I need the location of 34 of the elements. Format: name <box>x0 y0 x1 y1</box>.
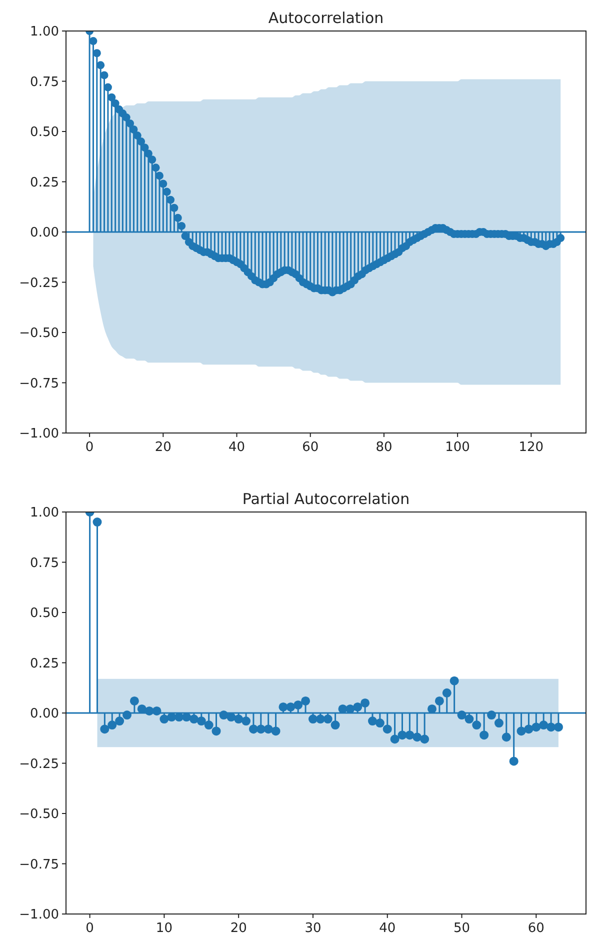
y-tick-label: −0.25 <box>19 276 59 291</box>
y-tick-label: 0.75 <box>30 556 59 571</box>
y-tick-label: −0.50 <box>19 326 59 342</box>
chart-title: Partial Autocorrelation <box>242 490 410 508</box>
y-tick-label: −0.25 <box>19 756 59 772</box>
x-tick-label: 40 <box>379 921 396 936</box>
y-tick-label: 0.50 <box>30 606 59 622</box>
x-tick-label: 30 <box>304 921 322 936</box>
y-tick-label: 0.75 <box>30 74 59 90</box>
y-tick-label: 0.25 <box>30 175 59 190</box>
y-tick-label: 0.25 <box>30 656 59 672</box>
y-tick-label: −0.75 <box>19 376 59 392</box>
y-tick-label: −0.50 <box>19 807 59 822</box>
y-tick-label: −0.75 <box>19 857 59 872</box>
x-tick-label: 100 <box>445 440 470 455</box>
y-tick-label: 1.00 <box>30 506 59 521</box>
x-tick-label: 60 <box>528 921 544 936</box>
x-tick-label: 10 <box>156 921 172 936</box>
x-tick-label: 50 <box>453 921 470 936</box>
x-tick-label: 0 <box>86 921 94 936</box>
y-tick-label: 0.50 <box>30 125 59 140</box>
chart-title: Autocorrelation <box>268 9 384 27</box>
x-tick-label: 80 <box>376 440 392 455</box>
x-tick-label: 0 <box>85 440 94 455</box>
y-tick-label: 1.00 <box>30 24 59 40</box>
x-tick-label: 60 <box>302 440 319 455</box>
y-tick-label: 0.00 <box>30 706 59 722</box>
y-tick-label: −1.00 <box>19 426 59 442</box>
x-tick-label: 20 <box>230 921 247 936</box>
x-tick-label: 40 <box>228 440 246 455</box>
y-tick-label: 0.00 <box>30 226 59 241</box>
y-tick-label: −1.00 <box>19 908 59 923</box>
x-tick-label: 120 <box>518 440 544 455</box>
x-tick-label: 20 <box>154 440 172 455</box>
